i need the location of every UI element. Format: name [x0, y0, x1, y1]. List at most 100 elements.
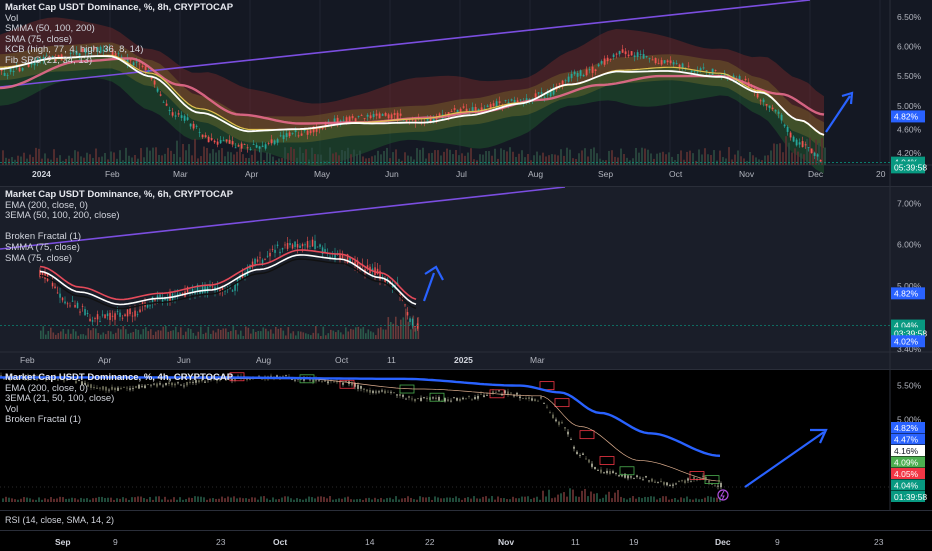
volume-bar: [284, 496, 286, 502]
price-tag-bg: [891, 161, 925, 174]
candle-body: [108, 48, 111, 50]
volume-bar: [392, 152, 394, 165]
volume-bar: [308, 496, 310, 502]
volume-bar: [5, 496, 7, 502]
indicator-sma[interactable]: SMA (75, close): [5, 33, 73, 45]
candle-body: [129, 59, 132, 61]
candle-body: [84, 382, 86, 385]
volume-bar: [380, 154, 382, 165]
x-tick-label: Apr: [245, 169, 258, 179]
indicator-sma[interactable]: SMA (75, close): [5, 252, 73, 264]
candle-body: [483, 395, 485, 397]
volume-bar: [542, 152, 544, 165]
chart-pane-8h[interactable]: 6.50%6.00%5.50%5.00%4.60%4.20%4.82%4.04%…: [0, 0, 932, 186]
indicator-kcb[interactable]: KCB (high, 77, 4, high, 36, 8, 14): [5, 44, 144, 56]
volume-bar: [509, 499, 511, 502]
price-chart-6h[interactable]: 7.00% 6.00% 5.00% 3.40% 4.82% 4.04%03:39:584.…: [0, 187, 932, 370]
candle-body: [237, 145, 240, 147]
volume-bar: [170, 499, 172, 502]
chart-pane-6h[interactable]: 7.00% 6.00% 5.00% 3.40% 4.82% 4.04% 03:39:58 4.…: [0, 186, 932, 370]
volume-bar: [122, 160, 124, 165]
candle-body: [114, 387, 116, 391]
volume-bar: [341, 149, 343, 165]
candle-body: [72, 378, 74, 380]
volume-bar: [710, 496, 712, 502]
volume-bar: [230, 497, 232, 502]
symbol-title[interactable]: Market Cap USDT Dominance, %, 8h, CRYPTO…: [5, 2, 234, 13]
candle-body: [180, 384, 182, 386]
volume-bar: [608, 150, 610, 165]
volume-bar: [254, 148, 256, 165]
indicator-3ema[interactable]: 3EMA (21, 50, 100, close): [5, 393, 115, 405]
indicator-smma[interactable]: SMMA (50, 100, 200): [5, 23, 95, 35]
candle-body: [528, 397, 530, 399]
chart-pane-4h[interactable]: 5.50% 5.00% 4.82% 4.47% 4.16% 4.09% 4.05% 4.04%…: [0, 369, 932, 511]
price-chart-4h[interactable]: 5.50% 5.00%4.82% 4.47%4.16% 4.09%4.05% 4.04%…: [0, 370, 932, 511]
indicator-broken-fractal[interactable]: Broken Fractal (1): [5, 414, 82, 426]
rsi-pane[interactable]: RSI (14, close, SMA, 14, 2): [0, 510, 932, 531]
volume-bar: [662, 151, 664, 165]
candle-body: [99, 387, 101, 389]
candle-body: [513, 395, 515, 397]
candle-body: [120, 388, 122, 389]
y-tick-label: 5.50%: [897, 381, 922, 391]
volume-bar: [779, 143, 781, 165]
price-chart-8h[interactable]: 6.50%6.00%5.50%5.00%4.60%4.20%4.82%4.04%…: [0, 0, 932, 186]
candle-body: [76, 302, 79, 308]
indicator-fib-src[interactable]: Fib SRC (21, 34, 13): [5, 54, 93, 66]
volume-bar: [434, 150, 436, 165]
candle-body: [378, 113, 381, 119]
volume-bar: [548, 155, 550, 165]
candle-body: [393, 392, 395, 394]
candle-body: [558, 421, 560, 425]
candle-body: [816, 154, 819, 157]
candle-body: [807, 147, 810, 149]
candle-body: [411, 398, 413, 400]
indicator-rsi[interactable]: RSI (14, close, SMA, 14, 2): [5, 515, 115, 525]
volume-bar: [452, 497, 454, 502]
indicator-ema[interactable]: EMA (200, close, 0): [5, 199, 88, 211]
candle-body: [66, 379, 68, 381]
price-tag-bg: [891, 287, 925, 300]
volume-bar: [209, 153, 211, 165]
indicator-smma[interactable]: SMMA (75, close): [5, 241, 80, 253]
symbol-title[interactable]: Market Cap USDT Dominance, %, 4h, CRYPTO…: [5, 372, 234, 383]
symbol-title[interactable]: Market Cap USDT Dominance, %, 6h, CRYPTO…: [5, 189, 234, 200]
candle-body: [579, 455, 581, 457]
candle-body: [621, 475, 623, 477]
indicator-ema[interactable]: EMA (200, close, 0): [5, 382, 88, 394]
volume-bar: [701, 154, 703, 165]
candle-body: [684, 480, 686, 483]
volume-bar: [2, 150, 4, 165]
volume-bar: [62, 160, 64, 165]
candle-body: [186, 382, 188, 386]
candle-body: [369, 115, 372, 119]
volume-bar: [383, 499, 385, 502]
volume-bar: [572, 158, 574, 165]
candle-body: [126, 58, 129, 65]
candle-body: [324, 249, 326, 253]
volume-bar: [101, 156, 103, 165]
time-axis[interactable]: Sep 9 23 Oct 14 22 Nov 11 19 Dec 9 23: [0, 530, 932, 551]
indicator-3ema[interactable]: 3EMA (50, 100, 200, close): [5, 210, 120, 222]
volume-bar: [205, 332, 207, 339]
candle-body: [651, 59, 654, 61]
candle-body: [771, 107, 774, 109]
volume-bar: [455, 150, 457, 165]
x-tick-label: 9: [775, 537, 780, 547]
volume-bar: [698, 499, 700, 502]
volume-bar: [247, 327, 250, 339]
y-tick-label: 5.00%: [897, 281, 922, 291]
indicator-vol[interactable]: Vol: [5, 403, 19, 415]
volume-bar: [293, 148, 295, 165]
indicator-broken-fractal[interactable]: Broken Fractal (1): [5, 231, 82, 243]
volume-bar: [671, 498, 673, 502]
volume-bar: [320, 335, 322, 339]
candle-body: [624, 473, 626, 478]
candle-body: [702, 475, 704, 478]
volume-bar: [278, 499, 280, 502]
volume-bar: [277, 328, 280, 339]
indicator-vol[interactable]: Vol: [5, 12, 19, 24]
volume-bar: [596, 153, 598, 165]
x-tick-label: Nov: [498, 537, 514, 547]
